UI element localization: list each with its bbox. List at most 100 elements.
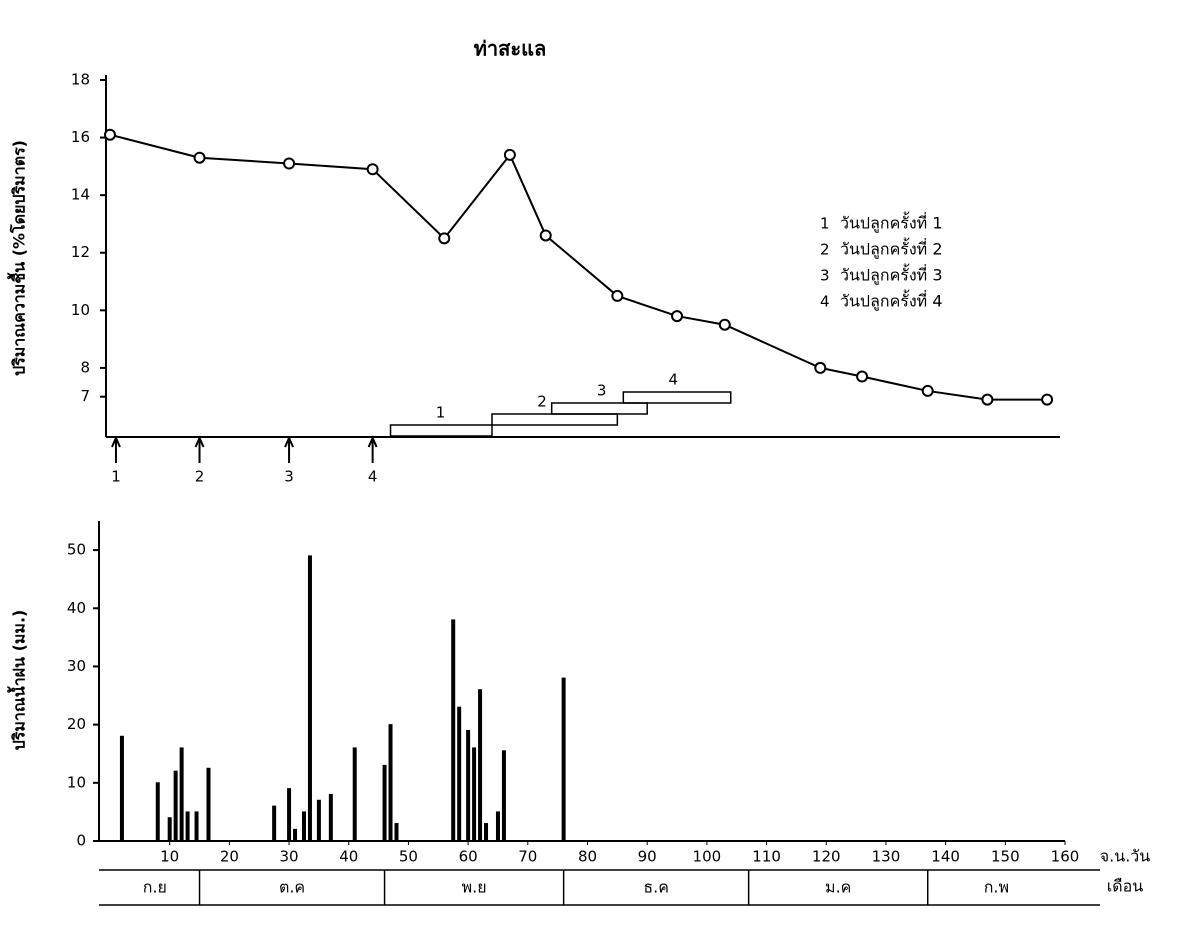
x-tick-label: 60 (459, 848, 478, 866)
y-tick-label: 50 (67, 541, 86, 559)
moisture-point (921, 384, 934, 397)
period-label: 1 (436, 404, 446, 422)
y-axis-label: ปริมาณความชื้น (%โดยปริมาตร) (7, 140, 29, 376)
rain-bar (561, 677, 566, 842)
x-tick-label: 10 (160, 848, 179, 866)
y-tick-label: 0 (76, 832, 86, 850)
rain-bar (194, 811, 199, 842)
planting-arrow (284, 435, 294, 463)
moisture-point (814, 361, 827, 374)
rain-bar (119, 735, 124, 842)
rain-bar (352, 747, 357, 842)
moisture-point (1041, 393, 1054, 406)
y-tick-label: 10 (67, 773, 86, 791)
rain-bar (173, 770, 178, 842)
moisture-point (366, 163, 379, 176)
planting-label: 2 (195, 468, 205, 486)
legend-text: วันปลูกครั้งที่ 2 (840, 238, 943, 260)
rain-bar (155, 782, 160, 842)
y-axis-label: ปริมาณน้ำฝน (มม.) (7, 610, 29, 751)
moisture-point (718, 318, 731, 331)
rain-bar (301, 811, 306, 842)
month-name: ก.ย (143, 878, 167, 897)
chart-title: ท่าสะแล (474, 37, 547, 61)
planting-arrow (194, 435, 205, 463)
planting-label: 1 (111, 468, 121, 486)
x-tick-label: 110 (752, 848, 781, 866)
moisture-point (981, 393, 994, 406)
x-tick-label: 20 (220, 848, 239, 866)
month-name: ต.ค (279, 878, 305, 897)
legend-text: วันปลูกครั้งที่ 1 (840, 212, 943, 234)
x-tick-label: 90 (638, 848, 657, 866)
x-tick-label: 40 (339, 848, 358, 866)
month-name: ธ.ค (643, 878, 669, 897)
rain-bar (293, 828, 298, 842)
y-tick-label: 14 (71, 186, 90, 204)
y-tick-label: 7 (80, 387, 90, 405)
planting-label: 4 (368, 468, 378, 486)
rain-bar (382, 764, 387, 842)
x-tick-label: 130 (872, 848, 901, 866)
x-tick-label: 30 (280, 848, 299, 866)
rain-bar (272, 805, 277, 842)
moisture-point (856, 370, 869, 383)
y-tick-label: 10 (71, 301, 90, 319)
rain-bar (472, 747, 477, 842)
germination-period (550, 402, 648, 415)
rain-bar (484, 823, 489, 842)
planting-arrow (367, 435, 378, 463)
moisture-point (611, 289, 624, 302)
rain-bar (501, 750, 506, 842)
y-tick-label: 8 (80, 358, 90, 376)
rain-bar (185, 811, 190, 842)
rain-bar (287, 788, 292, 842)
rain-bar (388, 724, 393, 842)
rain-bar (394, 823, 399, 842)
x-tick-label: 150 (991, 848, 1020, 866)
y-tick-label: 20 (67, 715, 86, 733)
rain-bar (328, 793, 333, 842)
legend-key: 2 (820, 241, 830, 259)
x-tick-label: 140 (931, 848, 960, 866)
moisture-point (283, 157, 296, 170)
rain-bar (457, 706, 462, 842)
legend-text: วันปลูกครั้งที่ 4 (840, 290, 943, 312)
month-label: เดือน (1107, 877, 1143, 896)
y-tick-label: 30 (67, 657, 86, 675)
x-tick-label: 50 (399, 848, 418, 866)
x-tick-label: 80 (578, 848, 597, 866)
planting-label: 3 (284, 468, 294, 486)
moisture-point (104, 128, 116, 141)
legend-key: 4 (820, 293, 830, 311)
legend-text: วันปลูกครั้งที่ 3 (840, 264, 943, 286)
rain-bar (478, 689, 483, 842)
legend-key: 1 (820, 215, 830, 233)
x-tick-label: 70 (518, 848, 537, 866)
rain-bar (451, 619, 456, 842)
month-name: พ.ย (462, 878, 487, 897)
month-name: ม.ค (825, 878, 851, 897)
legend-key: 3 (820, 267, 830, 285)
x-tick-label: 100 (693, 848, 722, 866)
rain-bar (316, 799, 321, 842)
y-tick-label: 16 (71, 128, 90, 146)
rain-bar (495, 811, 500, 842)
y-tick-label: 40 (67, 599, 86, 617)
rain-bar (466, 729, 471, 842)
y-tick-label: 12 (71, 243, 90, 261)
germination-period (491, 413, 619, 426)
x-tick-label: 160 (1051, 848, 1080, 866)
month-name: ก.พ (984, 878, 1009, 897)
rain-bar (206, 767, 211, 842)
rain-bar (307, 555, 312, 842)
period-label: 4 (669, 371, 679, 389)
moisture-point (671, 310, 684, 323)
y-tick-label: 18 (71, 71, 90, 89)
period-label: 3 (597, 382, 607, 400)
germination-period (622, 391, 732, 404)
rain-bar (167, 817, 172, 842)
x-tick-label: 120 (812, 848, 841, 866)
rain-bar (179, 747, 184, 842)
